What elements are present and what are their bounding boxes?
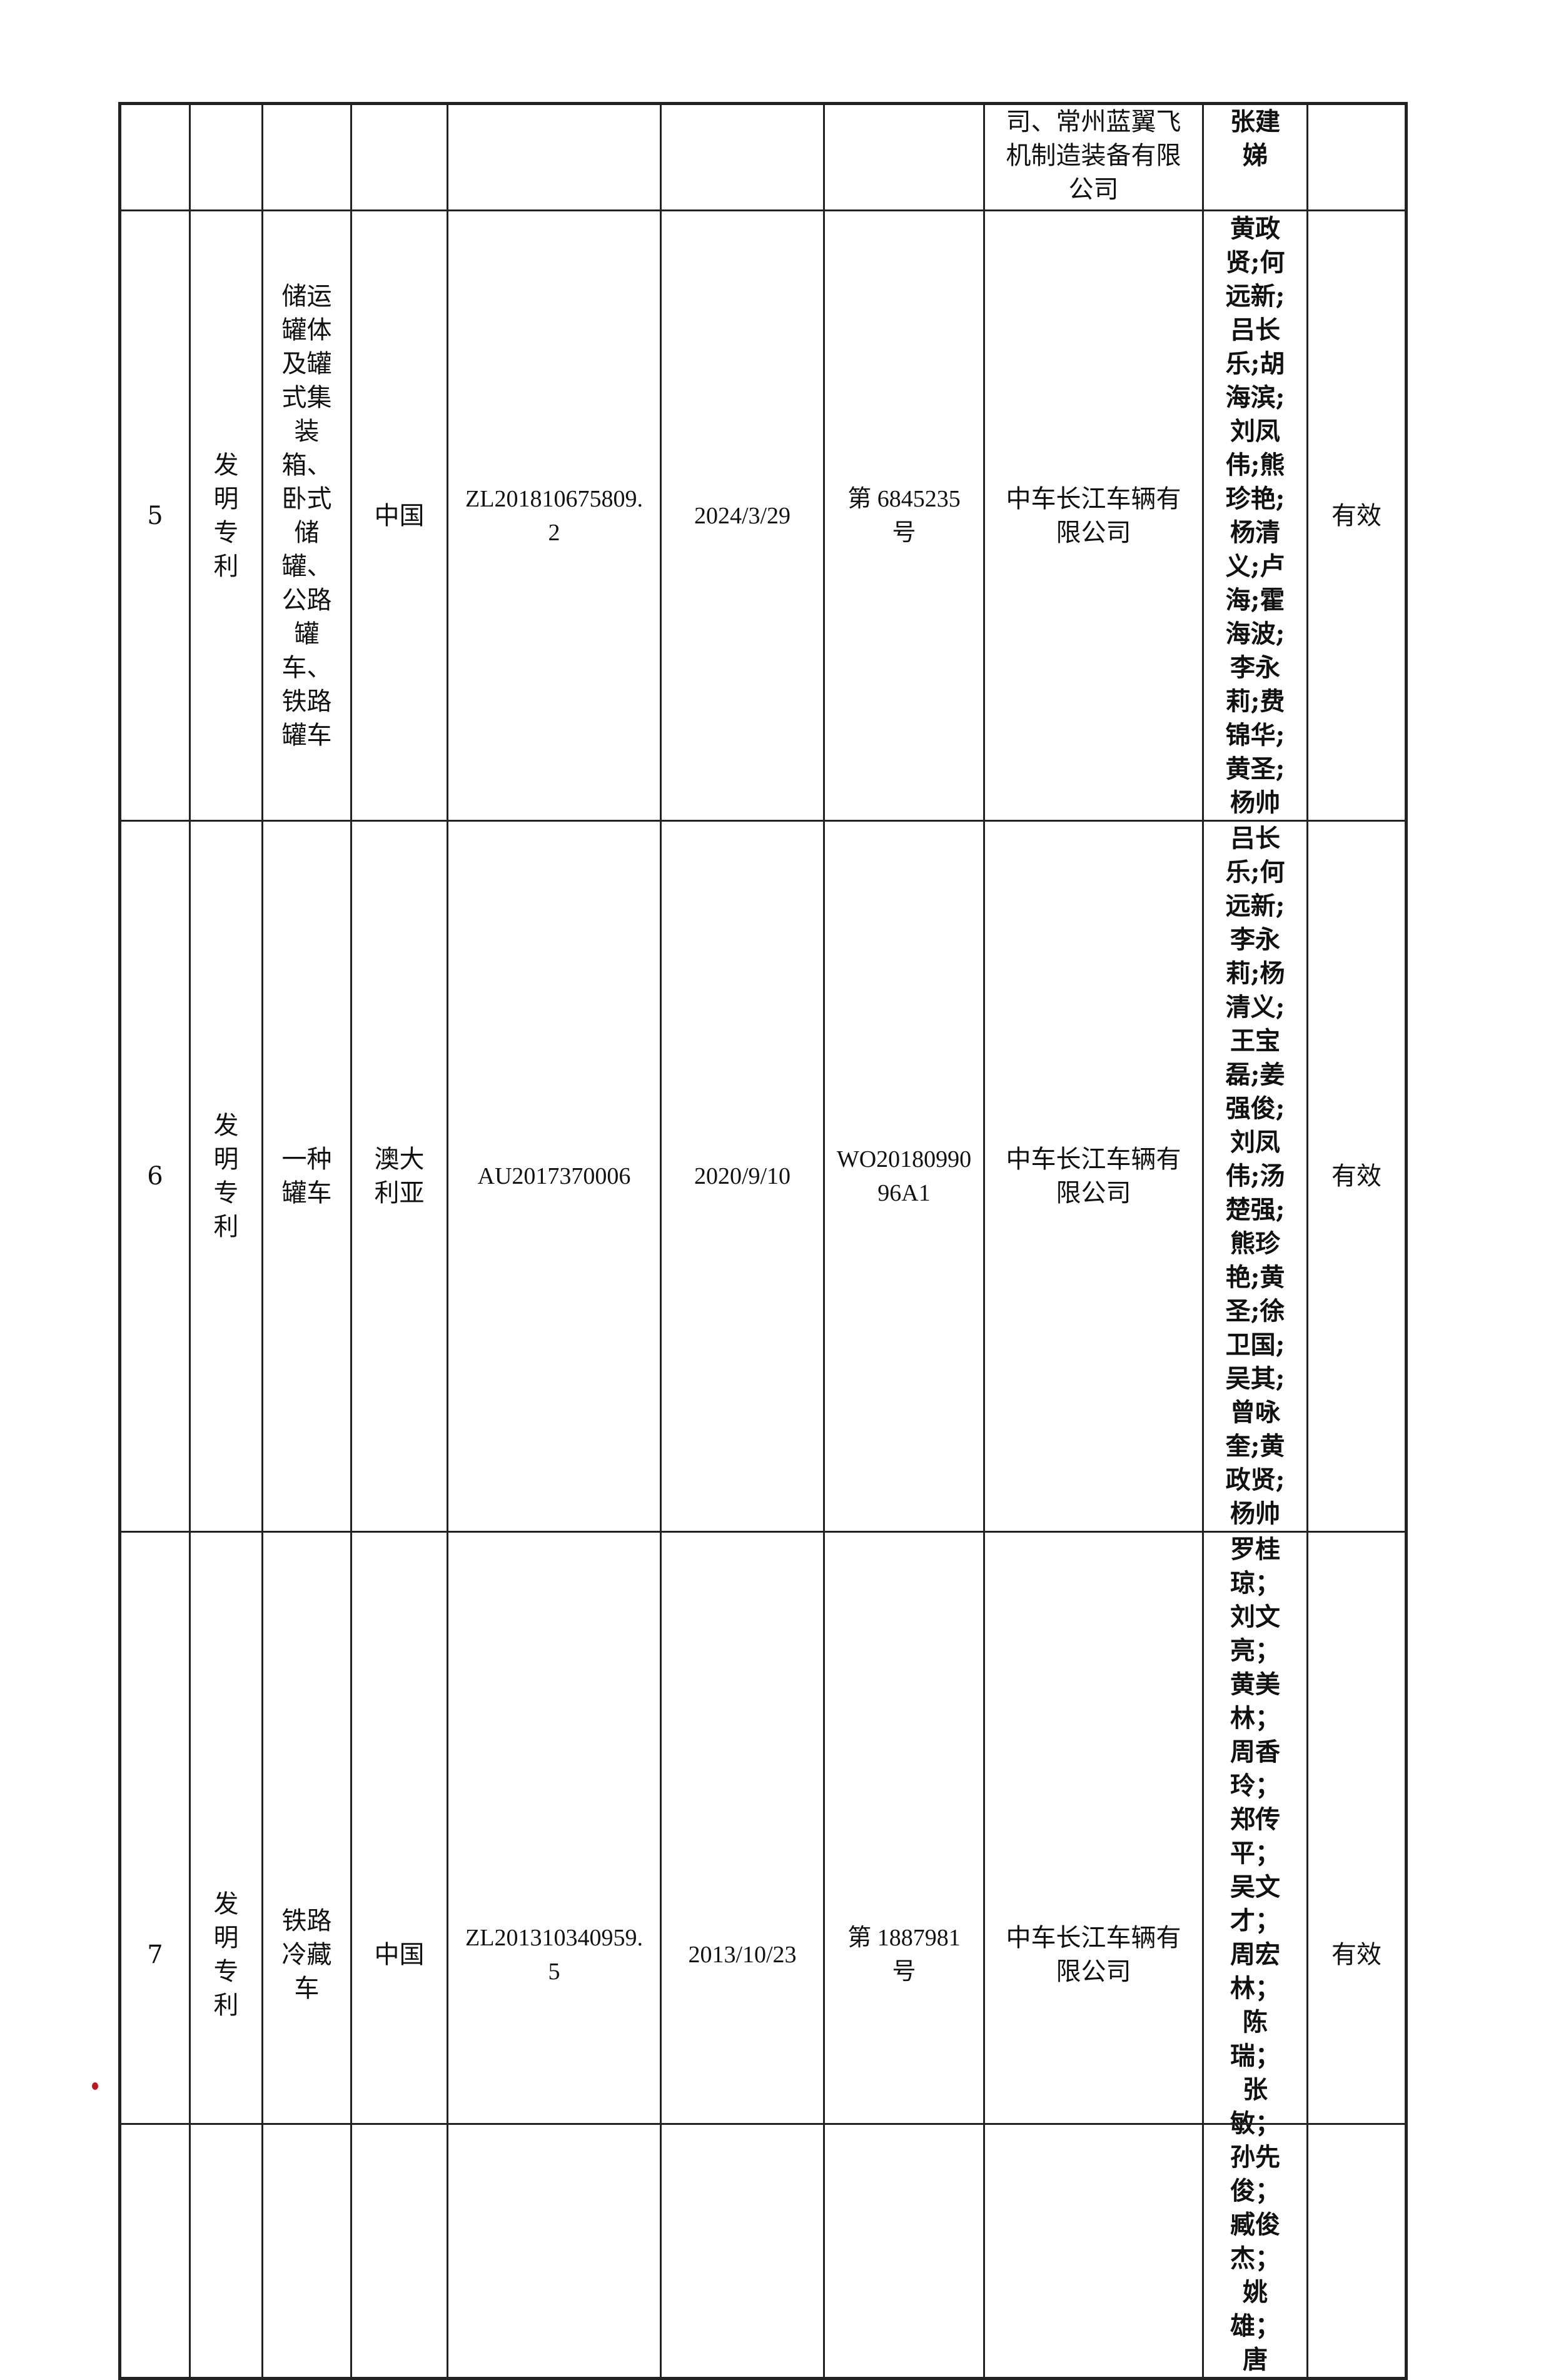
scan-ink-speck xyxy=(92,2082,98,2090)
name-cell: 储运罐体及罐式集装箱、卧式储罐、公路罐车、铁路罐车 xyxy=(261,209,352,822)
country-cell xyxy=(350,103,448,211)
date-cell: 2024/3/29 xyxy=(660,209,825,822)
country-cell-text: 中国 xyxy=(374,1940,425,1969)
date-cell-text: 2020/9/10 xyxy=(694,1163,791,1189)
country-cell: 中国 xyxy=(350,1531,448,2379)
index-cell-text: 6 xyxy=(147,1162,163,1191)
index-cell xyxy=(119,103,191,211)
patent-number-cell xyxy=(447,103,662,211)
type-cell: 发明专利 xyxy=(189,1531,263,2379)
status-cell xyxy=(1306,103,1407,211)
name-cell-text: 一种罐车 xyxy=(281,1145,332,1208)
index-cell: 7 xyxy=(119,1531,191,2379)
name-cell xyxy=(261,103,352,211)
patent-number-cell-text: ZL201310340959.5 xyxy=(465,1925,643,1985)
date-cell-text: 2024/3/29 xyxy=(694,502,791,529)
patent-number-cell: ZL201310340959.5 xyxy=(447,1531,662,2379)
holder-cell: 中车长江车辆有限公司 xyxy=(983,820,1204,1533)
inventors-cell-text: 黄政贤;何远新;吕长乐;胡海滨;刘凤伟;熊珍艳;杨清义;卢海;霍海波;李永莉;费… xyxy=(1225,213,1285,817)
inventors-cell: 黄政贤;何远新;吕长乐;胡海滨;刘凤伟;熊珍艳;杨清义;卢海;霍海波;李永莉;费… xyxy=(1202,209,1308,822)
holder-cell: 司、常州蓝翼飞机制造装备有限公司 xyxy=(983,103,1204,211)
name-cell: 一种罐车 xyxy=(261,820,352,1533)
type-cell-text: 发明专利 xyxy=(213,1890,239,2020)
status-cell-text: 有效 xyxy=(1331,1162,1382,1191)
table-row: 5 发明专利 储运罐体及罐式集装箱、卧式储罐、公路罐车、铁路罐车 中国 ZL201810… xyxy=(119,209,1407,822)
inventors-cell: 张建娣 xyxy=(1202,103,1308,211)
table-row: 司、常州蓝翼飞机制造装备有限公司 张建娣 xyxy=(119,103,1407,211)
index-cell: 5 xyxy=(119,209,191,822)
patent-number-cell: AU2017370006 xyxy=(447,820,662,1533)
status-cell: 有效 xyxy=(1306,820,1407,1533)
table-row: 7 发明专利 铁路冷藏车 中国 ZL201310340959.5 2013/10/23 第 … xyxy=(119,1531,1407,2379)
status-cell-text: 有效 xyxy=(1331,501,1382,530)
name-cell-text: 储运罐体及罐式集装箱、卧式储罐、公路罐车、铁路罐车 xyxy=(281,281,332,750)
holder-cell-text: 中车长江车辆有限公司 xyxy=(1006,484,1181,547)
date-cell xyxy=(660,103,825,211)
index-cell-text: 5 xyxy=(147,501,163,530)
name-cell-text: 铁路冷藏车 xyxy=(281,1907,332,2003)
country-cell-text: 澳大利亚 xyxy=(374,1145,425,1208)
type-cell xyxy=(189,103,263,211)
type-cell-text: 发明专利 xyxy=(213,450,239,581)
date-cell: 2020/9/10 xyxy=(660,820,825,1533)
country-cell-text: 中国 xyxy=(374,501,425,530)
holder-cell: 中车长江车辆有限公司 xyxy=(983,209,1204,822)
inventors-cell-text: 吕长乐;何远新;李永莉;杨清义;王宝磊;姜强俊;刘凤伟;汤楚强;熊珍艳;黄圣;徐… xyxy=(1225,824,1285,1528)
certificate-cell-text: 第 6845235 号 xyxy=(847,485,961,546)
type-cell-text: 发明专利 xyxy=(213,1111,239,1241)
certificate-cell: 第 6845235 号 xyxy=(823,209,985,822)
holder-cell-text: 中车长江车辆有限公司 xyxy=(1006,1145,1181,1208)
patent-number-cell-text: AU2017370006 xyxy=(477,1163,631,1189)
index-cell-text: 7 xyxy=(147,1940,163,1969)
patent-number-cell-text: ZL201810675809.2 xyxy=(465,485,643,546)
patent-table: 司、常州蓝翼飞机制造装备有限公司 张建娣 5 发明专利 储运罐体及罐式集装箱、卧式储罐、… xyxy=(118,102,1408,2380)
inventors-cell-text: 罗桂琼；刘文亮；黄美林；周香玲；郑传平；吴文才；周宏林；陈瑞；张敏；孙先俊；臧俊… xyxy=(1230,1535,1280,2374)
date-cell-text: 2013/10/23 xyxy=(688,1942,797,1968)
name-cell: 铁路冷藏车 xyxy=(261,1531,352,2379)
status-cell: 有效 xyxy=(1306,209,1407,822)
certificate-cell-text: WO2018099096A1 xyxy=(836,1146,972,1206)
date-cell: 2013/10/23 xyxy=(660,1531,825,2379)
holder-cell-text: 司、常州蓝翼飞机制造装备有限公司 xyxy=(1006,108,1181,204)
certificate-cell xyxy=(823,103,985,211)
holder-cell: 中车长江车辆有限公司 xyxy=(983,1531,1204,2379)
status-cell: 有效 xyxy=(1306,1531,1407,2379)
type-cell: 发明专利 xyxy=(189,209,263,822)
holder-cell-text: 中车长江车辆有限公司 xyxy=(1006,1924,1181,1986)
bottom-double-rule xyxy=(118,2123,1408,2125)
type-cell: 发明专利 xyxy=(189,820,263,1533)
country-cell: 澳大利亚 xyxy=(350,820,448,1533)
patent-number-cell: ZL201810675809.2 xyxy=(447,209,662,822)
inventors-cell: 罗桂琼；刘文亮；黄美林；周香玲；郑传平；吴文才；周宏林；陈瑞；张敏；孙先俊；臧俊… xyxy=(1202,1531,1308,2379)
inventors-cell-text: 张建娣 xyxy=(1230,107,1280,170)
table-row: 6 发明专利 一种罐车 澳大利亚 AU2017370006 2020/9/10 WO2018… xyxy=(119,820,1407,1533)
certificate-cell-text: 第 1887981 号 xyxy=(847,1925,961,1985)
index-cell: 6 xyxy=(119,820,191,1533)
certificate-cell: 第 1887981 号 xyxy=(823,1531,985,2379)
certificate-cell: WO2018099096A1 xyxy=(823,820,985,1533)
status-cell-text: 有效 xyxy=(1331,1940,1382,1969)
inventors-cell: 吕长乐;何远新;李永莉;杨清义;王宝磊;姜强俊;刘凤伟;汤楚强;熊珍艳;黄圣;徐… xyxy=(1202,820,1308,1533)
country-cell: 中国 xyxy=(350,209,448,822)
